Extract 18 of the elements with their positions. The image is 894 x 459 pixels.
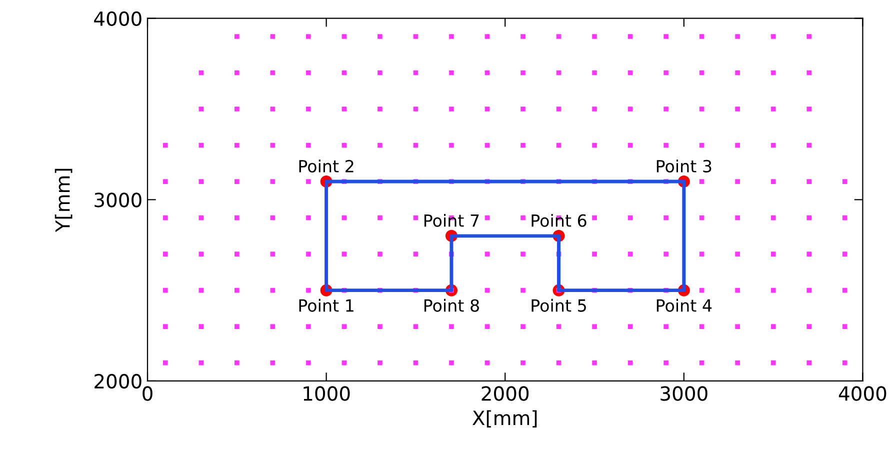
annotation: Point 7	[424, 214, 479, 227]
x-tick-label: 1000	[304, 386, 350, 401]
y-tick-label: 2000	[94, 374, 142, 389]
annotation: Point 8	[424, 298, 479, 312]
annotation: Point 5	[532, 298, 586, 312]
y-tick-label: 3000	[94, 192, 142, 208]
annotation: Point 4	[656, 298, 712, 312]
annotation: Point 1	[299, 298, 354, 312]
x-tick-label: 0	[142, 386, 152, 401]
annotation: Point 3	[656, 160, 712, 172]
x-tick-label: 2000	[482, 386, 529, 401]
y-axis-title: Y[mm]	[54, 168, 72, 232]
annotation: Point 6	[532, 214, 586, 227]
x-tick-label: 3000	[660, 386, 708, 401]
y-tick-label: 4000	[94, 11, 142, 26]
x-axis-title: X[mm]	[472, 410, 537, 428]
x-tick-label: 4000	[838, 386, 886, 401]
annotation: Point 2	[299, 160, 354, 172]
